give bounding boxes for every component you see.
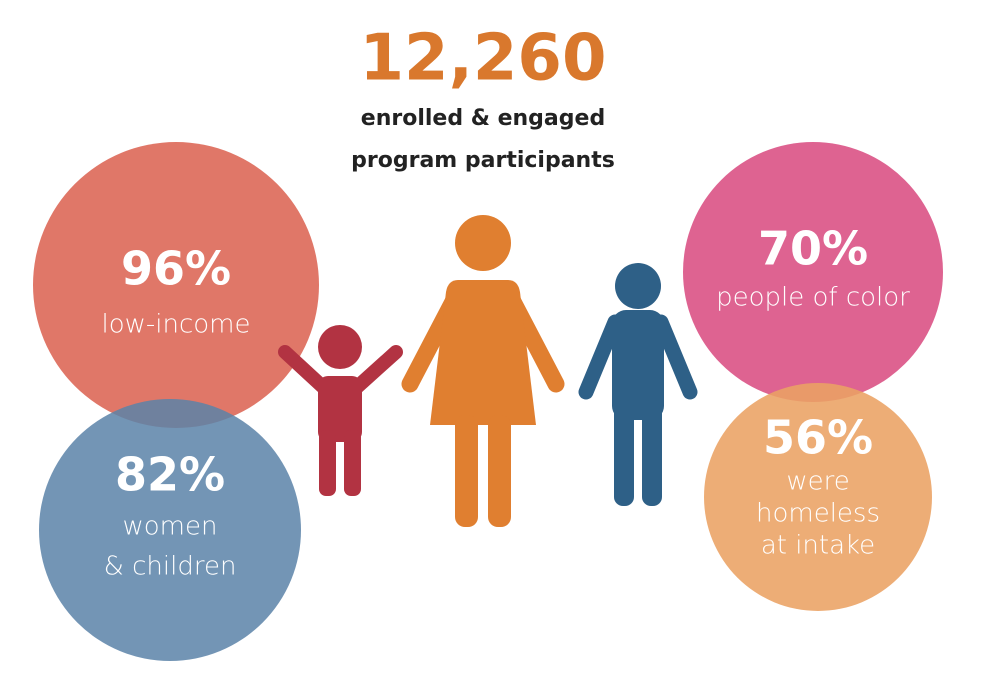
stat-value: 96% bbox=[121, 242, 231, 296]
headline-number: 12,260 bbox=[360, 22, 607, 96]
stat-value: 70% bbox=[758, 222, 868, 276]
woman-figure bbox=[401, 215, 565, 527]
circle-low-income bbox=[33, 142, 319, 428]
stat-label: at intake bbox=[761, 531, 875, 561]
stat-label: homeless bbox=[756, 499, 880, 529]
circle-women-children bbox=[39, 399, 301, 661]
stat-label: low-income bbox=[101, 310, 250, 340]
man-figure bbox=[578, 263, 698, 506]
headline-subtitle: program participants bbox=[351, 148, 615, 173]
stat-label: women bbox=[123, 512, 218, 542]
stat-label: people of color bbox=[716, 283, 910, 313]
child-figure bbox=[278, 325, 403, 496]
stat-label: were bbox=[786, 467, 849, 497]
headline-subtitle: enrolled & engaged bbox=[361, 106, 605, 131]
stat-value: 82% bbox=[115, 448, 225, 502]
circle-people-of-color bbox=[683, 142, 943, 402]
stat-value: 56% bbox=[763, 411, 873, 465]
circles bbox=[33, 142, 943, 661]
circle-homeless bbox=[704, 383, 932, 611]
stat-label: & children bbox=[104, 552, 237, 582]
